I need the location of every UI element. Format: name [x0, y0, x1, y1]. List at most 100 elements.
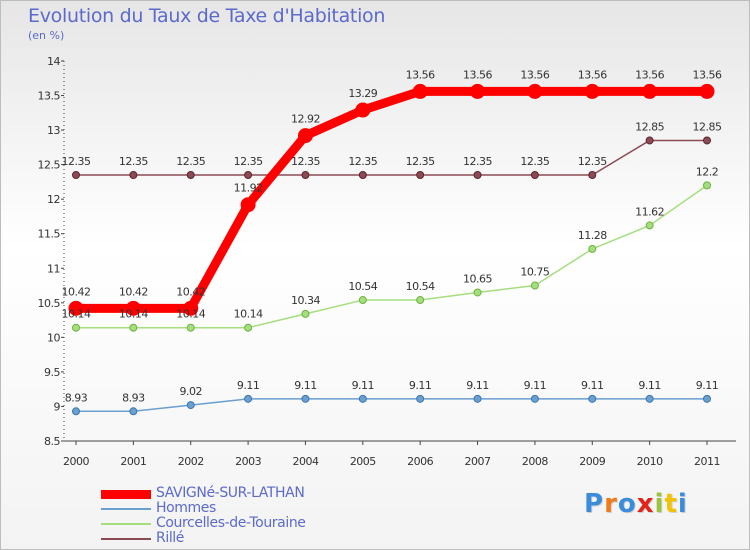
data-point	[473, 288, 482, 297]
data-point	[645, 221, 654, 230]
data-point	[129, 407, 138, 416]
x-tick-label: 2005	[350, 455, 376, 468]
x-tick-label: 2008	[522, 455, 548, 468]
data-point	[530, 281, 539, 290]
y-tick-label: 13.5	[38, 90, 61, 103]
data-point	[699, 83, 715, 99]
series-line-2	[75, 184, 708, 329]
x-tick-label: 2009	[579, 455, 605, 468]
data-label: 12.35	[176, 155, 205, 168]
data-point	[72, 171, 80, 179]
data-point	[416, 394, 425, 403]
data-point	[244, 323, 253, 332]
data-label: 12.35	[291, 155, 320, 168]
legend-swatch	[101, 538, 151, 540]
data-point	[186, 401, 195, 410]
series-line-1	[75, 398, 708, 413]
data-label: 10.14	[62, 308, 91, 321]
data-point	[642, 83, 658, 99]
y-tick-label: 10.5	[38, 297, 61, 310]
data-label: 10.54	[406, 280, 435, 293]
data-label: 9.11	[237, 379, 260, 392]
data-label: 8.93	[122, 391, 145, 404]
data-label: 9.11	[696, 379, 719, 392]
data-label: 9.11	[638, 379, 661, 392]
legend-label: Rillé	[156, 530, 185, 546]
legend-swatch	[101, 508, 151, 510]
data-point	[301, 309, 310, 318]
data-label: 10.42	[176, 285, 205, 298]
data-label: 12.35	[406, 155, 435, 168]
data-point	[186, 171, 195, 179]
data-label: 9.11	[352, 379, 375, 392]
data-point	[301, 394, 310, 403]
chart-subtitle: (en %)	[28, 29, 65, 42]
y-tick-label: 8.5	[44, 435, 60, 448]
y-tick-label: 9.5	[44, 366, 60, 379]
data-label: 10.54	[348, 280, 377, 293]
y-tick-label: 9	[54, 400, 61, 413]
data-point	[297, 128, 313, 144]
x-tick-label: 2006	[407, 455, 433, 468]
data-point	[703, 136, 711, 145]
data-point	[588, 171, 597, 179]
data-point	[186, 323, 195, 332]
data-label: 9.02	[179, 385, 202, 398]
data-point	[244, 394, 253, 403]
data-label: 12.35	[520, 155, 549, 168]
data-point	[358, 296, 367, 305]
data-label: 12.35	[348, 155, 377, 168]
legend-label: Hommes	[156, 500, 216, 516]
data-point	[473, 171, 482, 179]
data-label: 9.11	[581, 379, 604, 392]
legend-swatch	[101, 489, 151, 499]
y-tick-label: 13	[47, 124, 60, 137]
data-point	[358, 394, 367, 403]
data-point	[125, 300, 141, 316]
data-label: 8.93	[65, 391, 88, 404]
data-label: 10.34	[291, 294, 320, 307]
y-tick-label: 12.5	[38, 159, 61, 172]
y-tick-label: 14	[47, 55, 60, 68]
x-tick-label: 2007	[465, 455, 491, 468]
x-tick-label: 2011	[694, 455, 720, 468]
data-label: 12.35	[62, 155, 91, 168]
data-label: 11.62	[635, 205, 664, 218]
data-point	[358, 171, 367, 179]
data-label: 9.11	[524, 379, 547, 392]
y-tick-label: 12	[47, 193, 60, 206]
data-label: 12.35	[234, 155, 263, 168]
data-label: 10.42	[62, 285, 91, 298]
data-label: 13.29	[348, 87, 377, 100]
data-point	[416, 171, 425, 179]
data-point	[416, 296, 425, 305]
x-tick-label: 2010	[637, 455, 663, 468]
data-point	[703, 181, 711, 190]
data-point	[129, 323, 138, 332]
data-label: 11.28	[578, 229, 607, 242]
data-point	[703, 394, 711, 403]
data-point	[588, 394, 597, 403]
data-label: 10.65	[463, 272, 492, 285]
legend-label: SAVIGNé-SUR-LATHAN	[156, 485, 305, 501]
data-point	[588, 244, 597, 253]
data-point	[530, 171, 539, 179]
data-label: 9.11	[466, 379, 489, 392]
data-label: 12.2	[696, 165, 719, 178]
data-label: 13.56	[463, 68, 492, 81]
legend-label: Courcelles-de-Touraine	[156, 515, 306, 531]
brand-logo: Proxiti	[584, 489, 688, 519]
data-point	[240, 197, 256, 213]
data-label: 10.14	[176, 308, 205, 321]
data-label: 13.56	[693, 68, 722, 81]
data-point	[72, 323, 80, 332]
data-label: 12.85	[693, 120, 722, 133]
data-point	[355, 102, 371, 118]
data-label: 13.56	[406, 68, 435, 81]
data-point	[301, 171, 310, 179]
data-point	[470, 83, 486, 99]
data-label: 12.35	[463, 155, 492, 168]
x-tick-label: 2003	[235, 455, 261, 468]
